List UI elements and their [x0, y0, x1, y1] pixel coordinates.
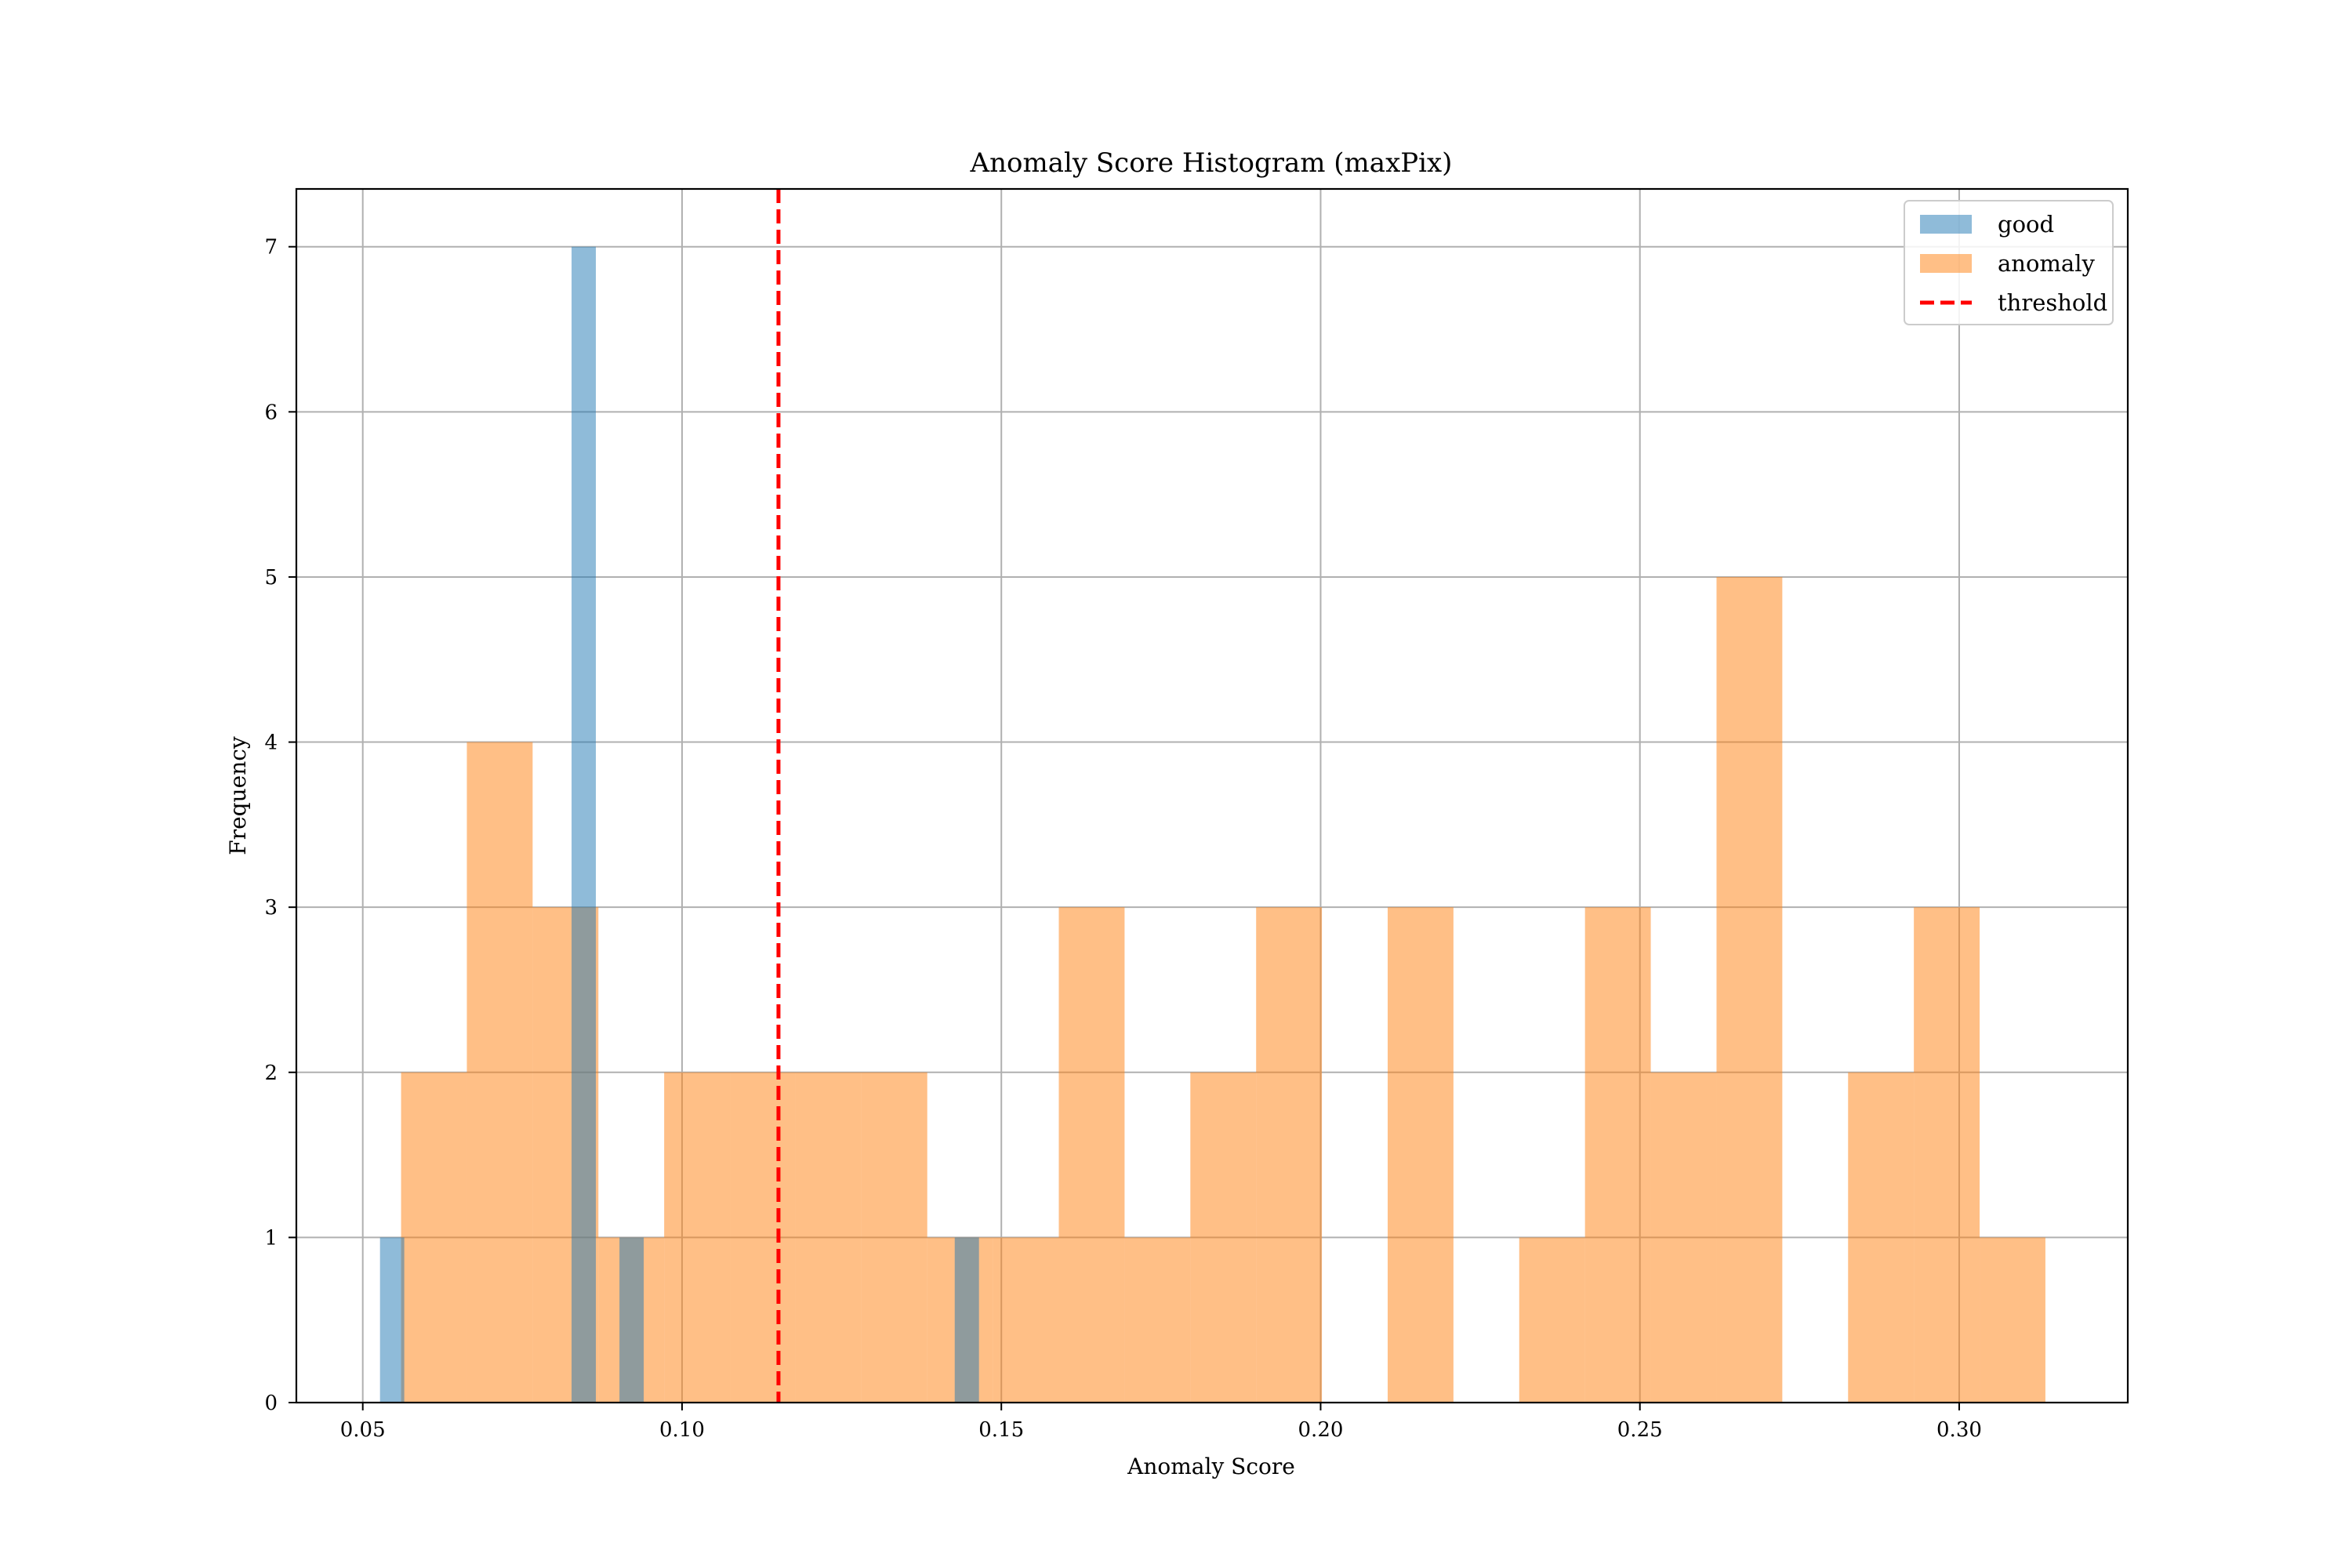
- y-tick-label: 3: [264, 896, 278, 920]
- anomaly-bar: [1058, 907, 1125, 1403]
- good-bar: [954, 1237, 979, 1403]
- y-tick-label: 4: [264, 731, 278, 755]
- x-axis-label: Anomaly Score: [1127, 1454, 1295, 1479]
- x-tick-label: 0.10: [659, 1418, 705, 1442]
- x-tick-label: 0.30: [1936, 1418, 1982, 1442]
- x-tick-label: 0.25: [1617, 1418, 1663, 1442]
- anomaly-bar: [795, 1072, 862, 1403]
- anomaly-bar: [1650, 1072, 1717, 1403]
- y-tick-label: 1: [264, 1226, 278, 1250]
- x-tick-label: 0.15: [978, 1418, 1024, 1442]
- anomaly-bar: [1914, 907, 1980, 1403]
- y-axis-label: Frequency: [225, 736, 251, 855]
- anomaly-bar: [730, 1072, 796, 1403]
- anomaly-bar: [1190, 1072, 1257, 1403]
- anomaly-bar: [401, 1072, 467, 1403]
- anomaly-bar: [466, 742, 533, 1403]
- x-tick-label: 0.05: [340, 1418, 386, 1442]
- anomaly-bar: [664, 1072, 731, 1403]
- legend-label-good: good: [1998, 211, 2054, 238]
- y-tick-label: 7: [264, 236, 278, 260]
- legend-swatch-anomaly: [1920, 254, 1972, 273]
- x-tick-label: 0.20: [1298, 1418, 1344, 1442]
- chart-title: Anomaly Score Histogram (maxPix): [970, 147, 1453, 179]
- y-tick-label: 0: [264, 1392, 278, 1415]
- y-tick-label: 6: [264, 401, 278, 424]
- plot-frame: [295, 187, 2129, 1404]
- anomaly-bar: [1980, 1237, 2045, 1403]
- anomaly-bar: [1256, 907, 1323, 1403]
- anomaly-bar: [993, 1237, 1059, 1403]
- legend-swatch-good: [1920, 215, 1972, 234]
- anomaly-bar: [1716, 576, 1783, 1403]
- anomaly-bar: [1387, 907, 1454, 1403]
- anomaly-bar: [1848, 1072, 1915, 1403]
- y-tick-label: 2: [264, 1062, 278, 1085]
- x-axis-ticks: 0.05 0.10 0.15 0.20 0.25 0.30: [340, 1403, 1982, 1442]
- good-bar: [619, 1237, 644, 1403]
- legend: good anomaly threshold: [1904, 200, 2114, 325]
- bars: [379, 246, 2045, 1403]
- anomaly-bar: [1519, 1237, 1585, 1403]
- anomaly-bar: [861, 1072, 927, 1403]
- y-tick-label: 5: [264, 566, 278, 590]
- good-bar: [379, 1237, 405, 1403]
- y-axis-ticks: 0 1 2 3 4 5 6 7: [264, 236, 296, 1415]
- anomaly-bar: [1584, 907, 1651, 1403]
- anomaly-bar: [1124, 1237, 1191, 1403]
- legend-label-anomaly: anomaly: [1998, 250, 2095, 277]
- good-bar: [572, 246, 597, 1403]
- legend-label-threshold: threshold: [1998, 289, 2107, 316]
